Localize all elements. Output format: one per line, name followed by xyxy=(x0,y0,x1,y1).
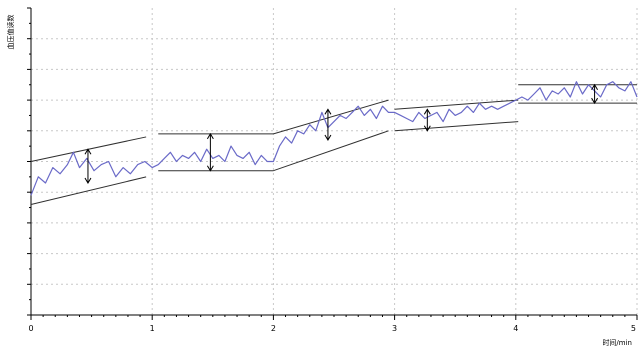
x-tick-label: 2 xyxy=(271,324,276,333)
x-axis-label: 时间/min xyxy=(602,338,632,347)
x-tick-label: 0 xyxy=(28,324,33,333)
envelope-line xyxy=(394,99,519,110)
series-group xyxy=(30,81,638,196)
range-arrow-head-bottom xyxy=(84,177,92,184)
range-arrow-head-top xyxy=(423,108,431,115)
range-arrow xyxy=(206,132,214,172)
range-arrow-head-bottom xyxy=(324,134,332,141)
series-line xyxy=(30,81,638,196)
range-arrow-head-top xyxy=(591,83,599,91)
range-arrow-head-bottom xyxy=(423,125,431,132)
range-arrow-head-bottom xyxy=(206,165,214,172)
range-arrow xyxy=(324,108,332,141)
range-arrow xyxy=(591,83,599,105)
tick-labels: 0 1 2 3 4 5 xyxy=(28,324,636,333)
x-tick-label: 4 xyxy=(513,324,518,333)
envelope-line xyxy=(273,99,389,135)
grid xyxy=(31,8,638,315)
range-arrow xyxy=(423,108,431,132)
range-arrow-head-top xyxy=(324,108,332,115)
x-tick-label: 3 xyxy=(392,324,397,333)
range-arrow-head-bottom xyxy=(591,97,599,105)
axes xyxy=(27,7,638,320)
range-arrow xyxy=(84,148,92,184)
range-arrows xyxy=(84,83,599,184)
range-arrow-head-top xyxy=(84,148,92,155)
y-axis-label: 血压值读数 xyxy=(6,15,15,50)
x-tick-label: 5 xyxy=(631,324,636,333)
envelope-line xyxy=(30,176,147,205)
range-arrow-head-top xyxy=(206,132,214,140)
envelope-line xyxy=(273,130,389,172)
envelope-line xyxy=(394,121,519,132)
envelope-line xyxy=(30,136,147,162)
x-tick-label: 1 xyxy=(150,324,155,333)
envelope-lines xyxy=(30,84,637,205)
